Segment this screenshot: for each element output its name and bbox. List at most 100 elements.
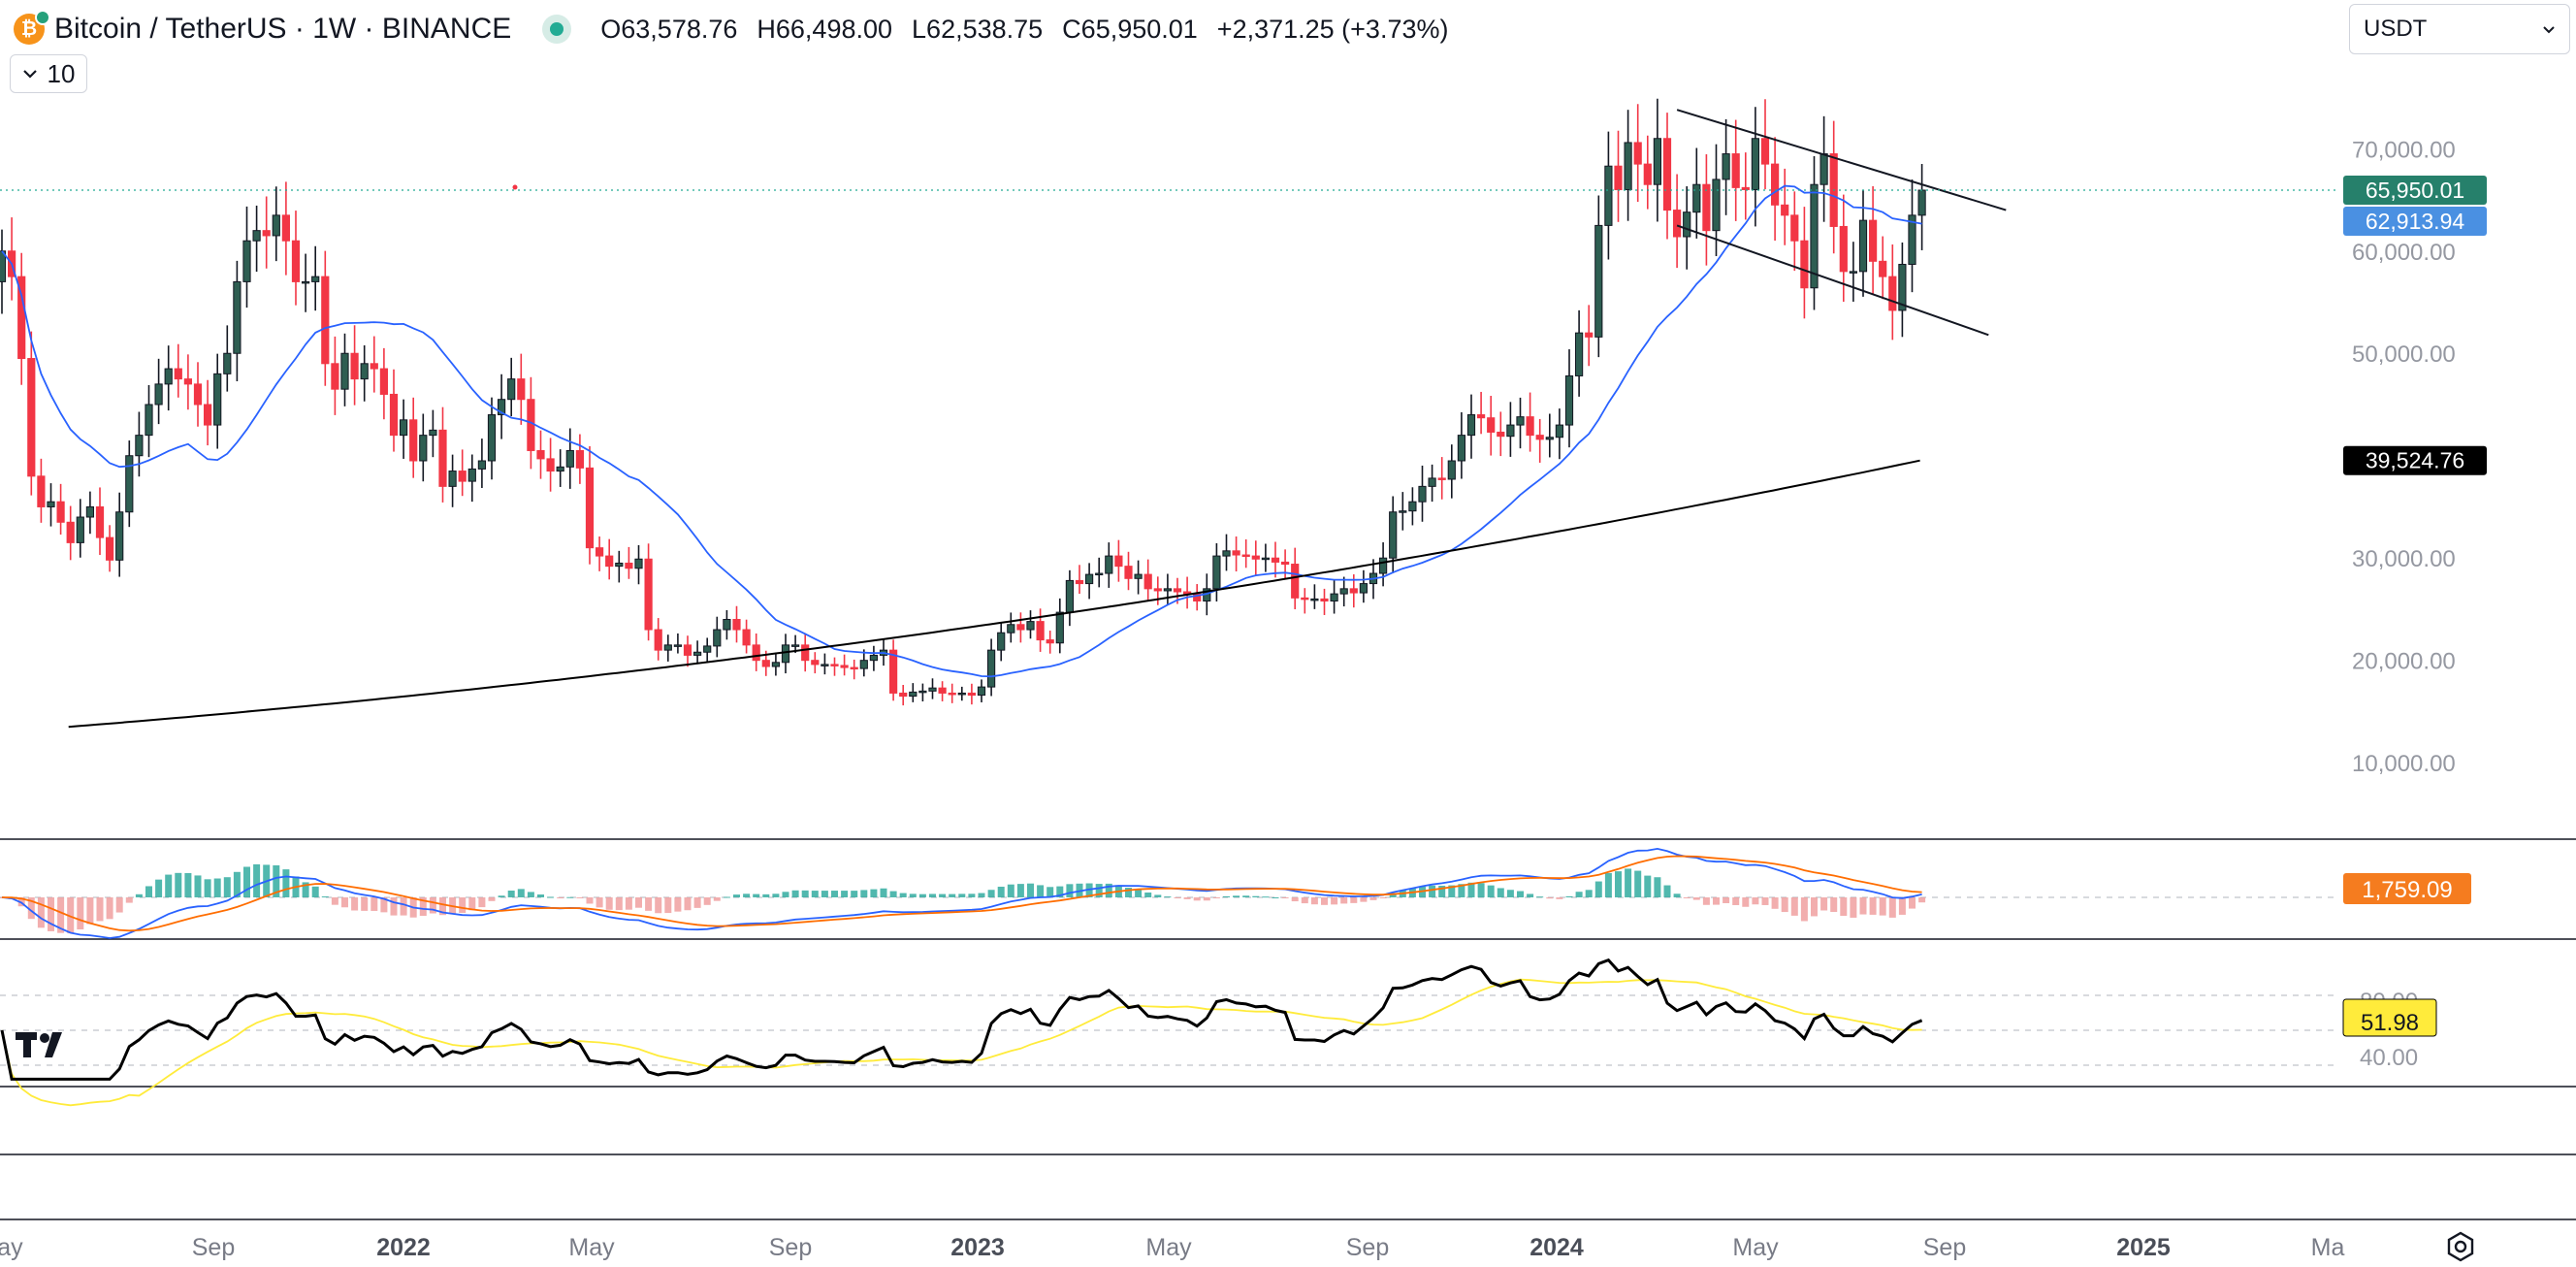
candle-body — [1908, 214, 1916, 265]
candle-body — [1241, 554, 1250, 558]
candle-body — [693, 651, 702, 656]
macd-histogram-bar — [361, 897, 369, 911]
candle — [1712, 144, 1721, 256]
macd-histogram-bar — [125, 897, 133, 903]
currency-value: USDT — [2364, 16, 2428, 42]
candle — [1858, 190, 1868, 297]
candle — [977, 679, 986, 702]
candle-body — [1624, 142, 1632, 190]
candle — [66, 505, 75, 561]
x-tick-label: Ma — [2311, 1234, 2345, 1261]
candle — [1751, 107, 1760, 227]
candle-body — [556, 466, 564, 472]
macd-histogram-bar — [762, 893, 770, 897]
candle-body — [135, 435, 144, 457]
macd-histogram-bar — [1517, 891, 1524, 897]
rsi-value-bg — [2342, 998, 2437, 1037]
candle — [0, 229, 7, 314]
candle — [1310, 584, 1319, 609]
candle-body — [1800, 240, 1809, 289]
candle-body — [1428, 477, 1436, 487]
macd-histogram-bar — [1692, 897, 1700, 900]
macd-histogram-bar — [978, 893, 985, 897]
macd-histogram-bar — [135, 893, 143, 897]
candle — [1741, 152, 1750, 220]
candle — [1428, 464, 1436, 503]
macd-histogram-bar — [155, 879, 163, 897]
candle — [1281, 549, 1290, 580]
macd-histogram-bar — [1663, 885, 1671, 897]
candle — [321, 250, 330, 386]
gear-icon[interactable] — [2444, 1230, 2477, 1263]
candle — [1692, 147, 1701, 239]
macd-histogram-bar — [1898, 897, 1906, 915]
candle-body — [948, 692, 956, 696]
candle-body — [536, 449, 545, 460]
candle-body — [47, 501, 55, 507]
candle-body — [821, 664, 829, 666]
macd-histogram-bar — [1702, 897, 1710, 905]
candle-body — [95, 505, 105, 538]
macd-histogram-bar — [791, 890, 799, 897]
macd-histogram-bar — [1379, 897, 1387, 898]
market-status-icon[interactable] — [542, 15, 572, 44]
candle-body — [487, 414, 497, 462]
ma-long-price-label-text: 39,524.76 — [2366, 448, 2464, 473]
macd-histogram-bar — [939, 893, 947, 897]
candle — [1819, 115, 1828, 222]
candle — [948, 683, 956, 703]
candle — [1829, 120, 1838, 254]
macd-histogram-bar — [1193, 897, 1201, 901]
macd-histogram-bar — [1340, 897, 1348, 904]
candle-body — [1633, 142, 1642, 165]
candle — [1105, 542, 1113, 588]
candle — [928, 678, 937, 699]
candle — [1683, 186, 1691, 270]
candle — [801, 633, 810, 672]
macd-histogram-bar — [1625, 868, 1632, 897]
macd-histogram-bar — [674, 897, 682, 912]
candle-body — [830, 664, 839, 666]
candle-body — [1163, 588, 1173, 592]
macd-histogram-bar — [557, 897, 564, 898]
x-tick-label: May — [568, 1234, 615, 1261]
candle-body — [1075, 579, 1084, 585]
candle — [673, 633, 682, 654]
candle-body — [498, 399, 506, 416]
macd-histogram-bar — [713, 897, 721, 901]
candle — [918, 683, 927, 702]
candle-body — [1251, 555, 1260, 560]
macd-histogram-bar — [1438, 886, 1446, 897]
macd-histogram-bar — [145, 886, 152, 897]
x-tick-label: Sep — [1346, 1234, 1389, 1261]
candle-body — [458, 471, 467, 482]
candle — [1065, 569, 1075, 627]
macd-histogram-bar — [194, 875, 202, 897]
indicators-toggle-button[interactable]: 10 — [10, 54, 87, 93]
candle — [1212, 542, 1221, 601]
symbol-title[interactable]: Bitcoin / TetherUS · 1W · BINANCE — [54, 13, 512, 45]
candle — [1477, 391, 1486, 435]
candle-body — [1760, 138, 1770, 165]
candle — [840, 654, 849, 676]
macd-histogram-bar — [576, 897, 584, 898]
macd-value-text: 1,759.09 — [2362, 877, 2452, 903]
candle-body — [1447, 460, 1456, 480]
x-tick-label: May — [0, 1234, 23, 1261]
candle-body — [154, 383, 163, 406]
candle-body — [56, 501, 65, 523]
macd-value-bg — [2343, 873, 2471, 904]
candle-body — [1722, 153, 1730, 180]
open-value: 63,578.76 — [621, 14, 738, 44]
candle — [693, 640, 702, 665]
candle — [1241, 538, 1250, 569]
macd-histogram-bar — [537, 894, 544, 897]
candle-body — [723, 618, 731, 631]
macd-histogram-bar — [664, 897, 672, 914]
candle-body — [1046, 639, 1054, 644]
currency-select[interactable]: USDT — [2349, 4, 2570, 54]
macd-histogram-bar — [1223, 895, 1230, 897]
rsi-value-label: 51.98 — [2342, 998, 2437, 1037]
candle — [1487, 396, 1496, 456]
